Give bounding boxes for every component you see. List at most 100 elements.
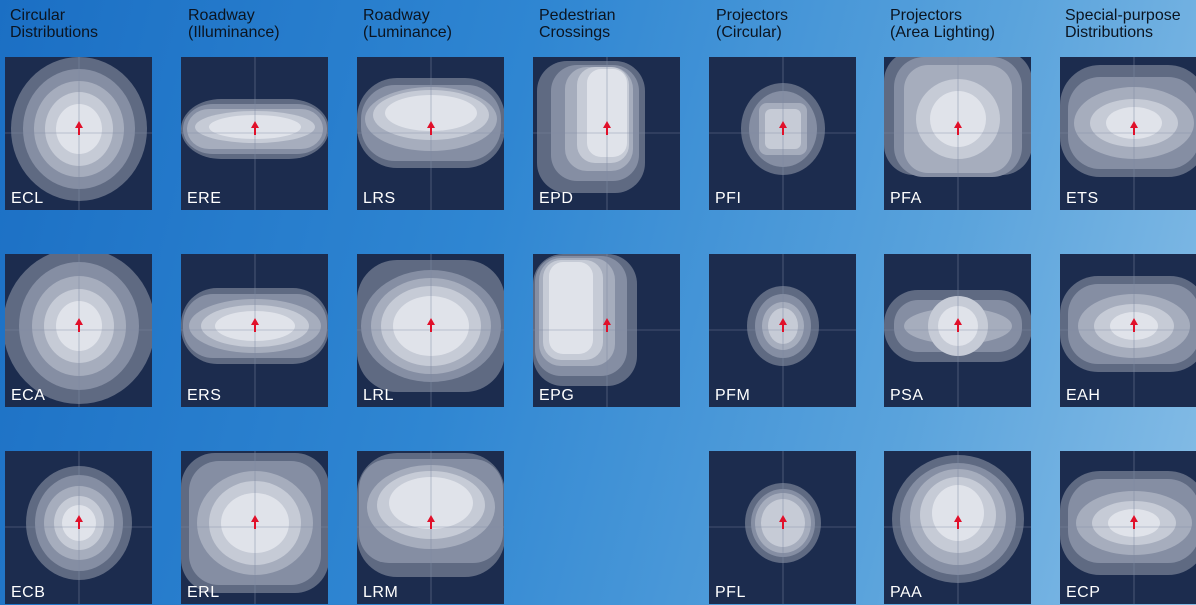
distribution-contour-plot: [357, 57, 504, 210]
distribution-contour-plot: [1060, 451, 1196, 604]
column-header-line: Projectors: [716, 7, 789, 24]
column-header-line: Projectors: [890, 7, 963, 24]
distribution-contour-plot: [5, 254, 152, 407]
luminaire-arrow-icon: [779, 318, 787, 332]
distribution-code-label: LRM: [363, 584, 399, 601]
distribution-code-label: ERL: [187, 584, 220, 601]
column-header-pedestrian: Pedestrian Crossings: [539, 7, 616, 41]
column-header-line: Distributions: [1065, 24, 1154, 41]
column-header-line: (Area Lighting): [890, 24, 995, 41]
distribution-code-label: PAA: [890, 584, 923, 601]
distribution-panel[interactable]: EPG: [533, 254, 680, 407]
column-header-projectors-circular: Projectors (Circular): [716, 7, 788, 41]
distribution-panel[interactable]: EPD: [533, 57, 680, 210]
luminaire-arrow-icon: [427, 515, 435, 529]
luminaire-arrow-icon: [954, 515, 962, 529]
distribution-contour-plot: [709, 254, 856, 407]
luminaire-arrow-icon: [427, 121, 435, 135]
distribution-code-label: ETS: [1066, 190, 1099, 207]
distribution-code-label: PFM: [715, 387, 751, 404]
distribution-panel[interactable]: PFI: [709, 57, 856, 210]
distribution-code-label: PSA: [890, 387, 924, 404]
distribution-panel[interactable]: LRS: [357, 57, 504, 210]
contour-band: [549, 262, 593, 354]
distribution-contour-plot: [884, 57, 1031, 210]
distribution-panel[interactable]: PFL: [709, 451, 856, 604]
luminaire-arrow-icon: [75, 515, 83, 529]
distribution-panel[interactable]: ETS: [1060, 57, 1196, 210]
distribution-code-label: PFL: [715, 584, 746, 601]
distribution-panel[interactable]: LRM: [357, 451, 504, 604]
distribution-contour-plot: [884, 451, 1031, 604]
luminaire-arrow-icon: [251, 515, 259, 529]
column-header-line: Pedestrian: [539, 7, 616, 24]
distribution-panel[interactable]: ECB: [5, 451, 152, 604]
distribution-contour-plot: [181, 254, 328, 407]
luminaire-arrow-icon: [603, 318, 611, 332]
luminaire-arrow-icon: [779, 121, 787, 135]
distribution-code-label: PFA: [890, 190, 922, 207]
distribution-panel[interactable]: ECL: [5, 57, 152, 210]
distribution-panel[interactable]: ECP: [1060, 451, 1196, 604]
distribution-code-label: LRL: [363, 387, 394, 404]
distribution-panel[interactable]: ERE: [181, 57, 328, 210]
luminaire-arrow-icon: [1130, 121, 1138, 135]
column-header-line: Special-purpose: [1065, 7, 1181, 24]
column-header-line: Roadway: [363, 7, 430, 24]
distribution-code-label: EAH: [1066, 387, 1101, 404]
distribution-code-label: ECP: [1066, 584, 1101, 601]
distribution-panel[interactable]: EAH: [1060, 254, 1196, 407]
distribution-code-label: EPG: [539, 387, 575, 404]
distribution-contour-plot: [709, 451, 856, 604]
column-header-circular: Circular Distributions: [10, 7, 98, 41]
distribution-panel[interactable]: PFM: [709, 254, 856, 407]
distribution-code-label: ECL: [11, 190, 44, 207]
luminaire-arrow-icon: [1130, 515, 1138, 529]
luminaire-arrow-icon: [603, 121, 611, 135]
distribution-panel[interactable]: ECA: [5, 254, 152, 407]
column-header-line: (Circular): [716, 24, 782, 41]
distribution-panel[interactable]: ERS: [181, 254, 328, 407]
distribution-contour-plot: [533, 254, 680, 407]
distribution-panel[interactable]: LRL: [357, 254, 504, 407]
distribution-code-label: ECA: [11, 387, 46, 404]
column-header-projectors-area: Projectors (Area Lighting): [890, 7, 995, 41]
column-header-line: Roadway: [188, 7, 255, 24]
distribution-contour-plot: [1060, 254, 1196, 407]
distribution-contour-plot: [5, 451, 152, 604]
distribution-contour-plot: [181, 57, 328, 210]
luminaire-arrow-icon: [427, 318, 435, 332]
distribution-contour-plot: [357, 451, 504, 604]
luminaire-arrow-icon: [251, 121, 259, 135]
distribution-contour-plot: [181, 451, 328, 604]
luminaire-arrow-icon: [954, 121, 962, 135]
luminaire-arrow-icon: [75, 318, 83, 332]
distribution-panel[interactable]: PFA: [884, 57, 1031, 210]
column-header-special-purpose: Special-purpose Distributions: [1065, 7, 1181, 41]
distribution-contour-plot: [884, 254, 1031, 407]
distribution-panel[interactable]: ERL: [181, 451, 328, 604]
distribution-panel[interactable]: PSA: [884, 254, 1031, 407]
distribution-code-label: PFI: [715, 190, 742, 207]
column-header-line: (Illuminance): [188, 24, 280, 41]
column-header-line: (Luminance): [363, 24, 452, 41]
luminaire-arrow-icon: [779, 515, 787, 529]
column-header-roadway-illuminance: Roadway (Illuminance): [188, 7, 280, 41]
distribution-contour-plot: [533, 57, 680, 210]
distribution-contour-plot: [1060, 57, 1196, 210]
distribution-code-label: ERS: [187, 387, 222, 404]
column-header-line: Circular: [10, 7, 66, 24]
distribution-contour-plot: [709, 57, 856, 210]
column-header-line: Crossings: [539, 24, 611, 41]
distribution-panel[interactable]: PAA: [884, 451, 1031, 604]
distribution-code-label: LRS: [363, 190, 396, 207]
luminaire-arrow-icon: [1130, 318, 1138, 332]
column-header-line: Distributions: [10, 24, 99, 41]
distribution-code-label: EPD: [539, 190, 574, 207]
luminaire-arrow-icon: [75, 121, 83, 135]
distribution-contour-plot: [357, 254, 504, 407]
column-header-roadway-luminance: Roadway (Luminance): [363, 7, 452, 41]
luminaire-arrow-icon: [954, 318, 962, 332]
distribution-contour-plot: [5, 57, 152, 210]
distribution-code-label: ECB: [11, 584, 46, 601]
